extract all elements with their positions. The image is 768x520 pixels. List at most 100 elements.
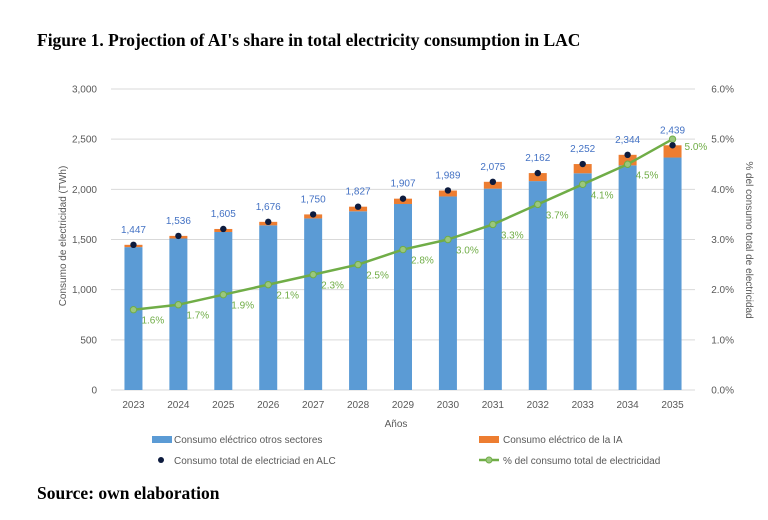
axes: Consumo de electricidad (TWh) % del cons… bbox=[58, 85, 754, 431]
y-tick-label: 2,500 bbox=[72, 135, 97, 146]
legend-marker-total bbox=[158, 457, 164, 463]
total-point bbox=[309, 211, 317, 218]
total-point bbox=[265, 218, 272, 226]
share-point bbox=[264, 280, 272, 289]
x-tick-label: 2029 bbox=[392, 400, 415, 411]
legend: Consumo eléctrico otros sectores Consumo… bbox=[152, 435, 660, 467]
share-data-label: 2.3% bbox=[321, 281, 344, 292]
x-tick-label: 2026 bbox=[257, 400, 280, 411]
bar-other-sectors bbox=[214, 231, 233, 390]
bar-other-sectors bbox=[259, 225, 278, 390]
legend-label-ai: Consumo eléctrico de la IA bbox=[503, 435, 623, 446]
total-data-label: 1,536 bbox=[166, 216, 191, 227]
bar-other-sectors bbox=[349, 211, 368, 390]
total-data-label: 1,827 bbox=[346, 187, 371, 198]
x-tick-label: 2028 bbox=[347, 400, 370, 411]
total-point bbox=[399, 195, 407, 202]
y-tick-label: 3,000 bbox=[72, 85, 97, 96]
share-line-series bbox=[129, 135, 677, 314]
share-point bbox=[623, 160, 632, 168]
share-data-label: 1.9% bbox=[231, 301, 254, 312]
share-data-label: 2.8% bbox=[411, 256, 434, 267]
x-tick-label: 2030 bbox=[437, 400, 460, 411]
share-point bbox=[129, 306, 138, 314]
share-point bbox=[444, 235, 452, 244]
total-point bbox=[220, 225, 227, 233]
legend-item-total: Consumo total de electriciad en ALC bbox=[158, 456, 336, 467]
total-data-label: 1,907 bbox=[390, 179, 415, 190]
total-data-label: 1,447 bbox=[121, 225, 146, 236]
bar-ai bbox=[663, 145, 682, 158]
y-tick-label: 2,000 bbox=[72, 185, 97, 196]
total-point bbox=[489, 178, 497, 186]
bar-other-sectors bbox=[438, 196, 457, 390]
total-point bbox=[624, 151, 631, 159]
share-point bbox=[668, 135, 677, 143]
legend-label-other-sectors: Consumo eléctrico otros sectores bbox=[174, 435, 322, 446]
legend-label-total: Consumo total de electriciad en ALC bbox=[174, 456, 336, 467]
share-data-label: 3.7% bbox=[546, 210, 569, 221]
total-data-label: 2,162 bbox=[525, 153, 550, 164]
bar-other-sectors bbox=[528, 181, 547, 390]
y2-tick-label: 0.0% bbox=[711, 386, 734, 397]
share-point bbox=[578, 180, 587, 189]
total-point bbox=[669, 142, 676, 149]
x-tick-label: 2027 bbox=[302, 400, 325, 411]
legend-item-share: % del consumo total de electricidad bbox=[479, 456, 660, 467]
x-tick-label: 2025 bbox=[212, 400, 235, 411]
bar-other-sectors bbox=[483, 188, 502, 390]
legend-marker-share bbox=[485, 456, 493, 464]
legend-item-other-sectors: Consumo eléctrico otros sectores bbox=[152, 435, 322, 446]
bar-other-sectors bbox=[663, 157, 682, 390]
share-point bbox=[174, 301, 183, 309]
share-data-label: 2.5% bbox=[366, 271, 389, 282]
share-point bbox=[309, 270, 317, 279]
total-data-label: 2,075 bbox=[480, 162, 505, 173]
share-data-label: 3.0% bbox=[456, 246, 479, 257]
figure-title: Figure 1. Projection of AI's share in to… bbox=[37, 30, 581, 50]
figure-source: Source: own elaboration bbox=[37, 483, 220, 503]
legend-swatch-other-sectors bbox=[152, 436, 172, 443]
x-tick-label: 2024 bbox=[167, 400, 190, 411]
y2-tick-label: 3.0% bbox=[711, 235, 734, 246]
y2-tick-label: 4.0% bbox=[711, 185, 734, 196]
x-tick-label: 2035 bbox=[661, 400, 684, 411]
legend-item-ai: Consumo eléctrico de la IA bbox=[479, 435, 623, 446]
bar-other-sectors bbox=[394, 203, 412, 390]
share-data-label: 2.1% bbox=[276, 291, 299, 302]
total-point bbox=[534, 169, 541, 177]
data-labels: 1.6% 1.7% 1.9% 2.1% 2.3% 2.5% 2.8% 3.0% 3.3% 3.7%… bbox=[121, 125, 707, 326]
bar-other-sectors bbox=[169, 238, 188, 390]
share-point bbox=[219, 290, 228, 299]
bar-other-sectors bbox=[124, 247, 143, 390]
y-tick-label: 1,000 bbox=[72, 285, 97, 296]
y-tick-label: 0 bbox=[91, 386, 97, 397]
share-point bbox=[354, 260, 362, 269]
y-tick-label: 500 bbox=[80, 335, 97, 346]
total-point bbox=[175, 232, 182, 240]
y2-tick-label: 2.0% bbox=[711, 285, 734, 296]
share-point bbox=[489, 220, 497, 229]
legend-swatch-ai bbox=[479, 436, 499, 443]
total-data-label: 1,989 bbox=[435, 170, 460, 181]
bar-other-sectors bbox=[304, 218, 323, 390]
bar-ai bbox=[528, 173, 547, 182]
x-tick-label: 2034 bbox=[616, 400, 639, 411]
share-data-label: 1.6% bbox=[141, 316, 164, 327]
y2-tick-label: 6.0% bbox=[711, 85, 734, 96]
share-data-label: 3.3% bbox=[501, 230, 524, 241]
x-tick-label: 2031 bbox=[482, 400, 505, 411]
total-data-label: 1,605 bbox=[211, 209, 236, 220]
total-marker-series bbox=[130, 142, 676, 249]
total-point bbox=[444, 187, 452, 194]
x-tick-label: 2032 bbox=[527, 400, 550, 411]
bar-other-sectors bbox=[573, 173, 592, 390]
y2-tick-label: 5.0% bbox=[711, 135, 734, 146]
total-data-label: 2,344 bbox=[615, 135, 640, 146]
total-point bbox=[130, 241, 137, 249]
share-data-label: 5.0% bbox=[685, 142, 708, 153]
y-tick-label: 1,500 bbox=[72, 235, 97, 246]
total-data-label: 2,439 bbox=[660, 125, 685, 136]
total-data-label: 1,676 bbox=[256, 202, 281, 213]
